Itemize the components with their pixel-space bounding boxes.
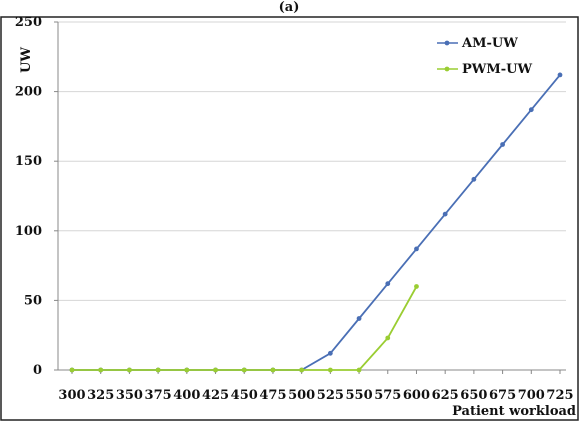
data-point-am-uw (442, 211, 448, 217)
x-tick-label: 625 (432, 388, 459, 403)
x-tick-label: 525 (317, 388, 344, 403)
data-point-pwm-uw (213, 367, 218, 373)
chart-caption: (a) (279, 0, 300, 15)
legend-item-pwm-uw: PWM-UW (437, 62, 532, 77)
x-tick-label: 550 (345, 388, 372, 403)
data-point-am-uw (471, 176, 477, 182)
x-tick-label: 600 (403, 388, 430, 403)
x-tick-label: 325 (87, 388, 114, 403)
y-tick-label: 100 (15, 224, 42, 239)
data-point-pwm-uw (385, 335, 391, 341)
x-tick-label: 700 (518, 388, 545, 403)
y-tick-label: 50 (24, 293, 42, 308)
x-tick-label: 300 (58, 388, 85, 403)
x-axis-title: Patient workload (452, 404, 576, 419)
x-tick-label: 575 (374, 388, 401, 403)
data-point-pwm-uw (327, 367, 333, 373)
x-tick-label: 500 (288, 388, 315, 403)
data-point-am-uw (557, 72, 563, 78)
legend-label-am-uw: AM-UW (461, 36, 518, 51)
legend-label-pwm-uw: PWM-UW (462, 62, 532, 77)
y-tick-label: 250 (15, 15, 42, 30)
x-tick-label: 350 (116, 388, 143, 403)
x-tick-label: 375 (145, 388, 172, 403)
y-tick-label: 200 (15, 85, 42, 100)
data-point-am-uw (414, 246, 419, 252)
x-tick-label: 675 (489, 388, 516, 403)
x-tick-label: 475 (259, 388, 286, 403)
legend-item-am-uw: AM-UW (437, 36, 518, 51)
data-point-pwm-uw (241, 367, 247, 373)
data-point-pwm-uw (270, 367, 276, 373)
data-point-pwm-uw (414, 284, 419, 289)
x-tick-label: 400 (173, 388, 200, 403)
data-point-pwm-uw (184, 367, 190, 373)
legend-marker-pwm-uw (444, 66, 450, 72)
x-tick-label: 425 (202, 388, 229, 403)
legend: AM-UW PWM-UW (437, 36, 532, 77)
data-point-pwm-uw (69, 367, 75, 373)
chart-border (0, 16, 579, 421)
data-point-am-uw (500, 142, 505, 147)
y-tick-label: 150 (15, 154, 42, 169)
data-point-am-uw (356, 316, 362, 321)
x-tick-label: 725 (546, 388, 573, 403)
y-tick-label: 0 (33, 363, 42, 378)
legend-marker-am-uw (444, 40, 450, 46)
data-point-pwm-uw (356, 367, 362, 373)
data-point-pwm-uw (155, 367, 161, 373)
x-tick-label: 450 (231, 388, 258, 403)
y-tick-labels: 0 50 100 150 200 250 (15, 15, 58, 378)
data-point-am-uw (528, 107, 534, 113)
x-tick-labels: 300 325 350 375 400 425 450 475 500 525 550 575 600 6… (58, 370, 574, 403)
data-point-am-uw (327, 350, 333, 356)
y-axis-title: UW (19, 47, 34, 73)
series-layer (69, 72, 563, 373)
data-point-pwm-uw (127, 367, 132, 373)
gridlines (58, 21, 566, 301)
data-point-pwm-uw (299, 367, 305, 373)
x-tick-label: 650 (460, 388, 487, 403)
data-point-pwm-uw (98, 367, 104, 373)
data-point-am-uw (385, 281, 391, 287)
